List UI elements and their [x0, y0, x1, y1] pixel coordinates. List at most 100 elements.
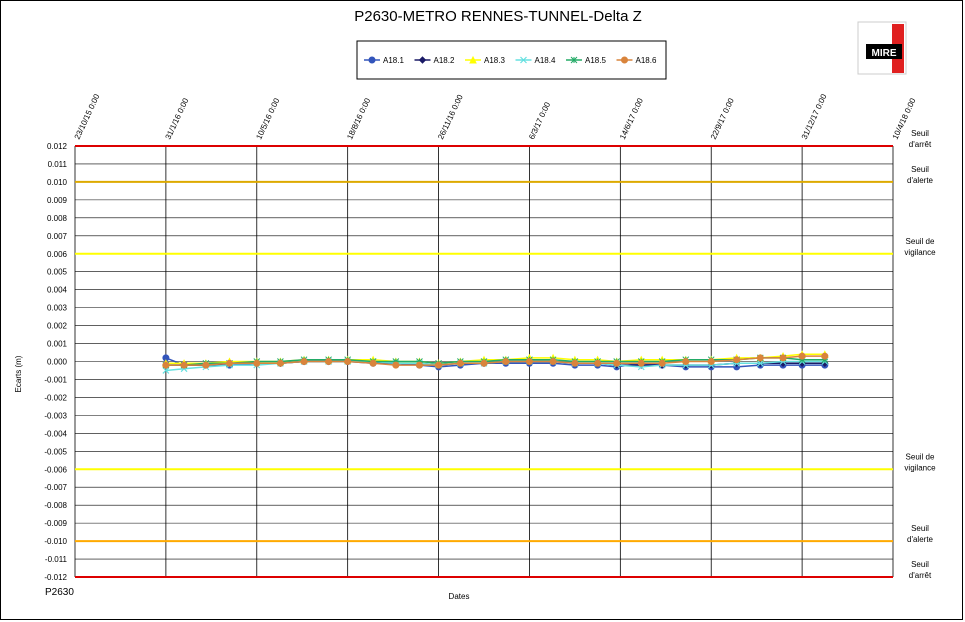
data-point [549, 358, 557, 365]
x-tick-label: 26/11/16 0:00 [436, 93, 465, 141]
y-tick-label: 0.004 [47, 286, 68, 295]
y-tick-label: 0.011 [48, 160, 68, 169]
legend-marker [520, 56, 527, 64]
legend-marker [469, 55, 477, 64]
y-tick-label: -0.008 [44, 501, 67, 510]
data-point [180, 361, 188, 369]
data-point [733, 356, 741, 364]
threshold-label-line: vigilance [904, 463, 936, 472]
y-tick-label: 0.000 [47, 358, 68, 367]
data-point [456, 359, 464, 367]
legend-marker [621, 56, 628, 64]
series-line [165, 355, 825, 366]
y-tick-label: -0.009 [44, 519, 67, 528]
threshold-label: Seuil d'arrêt [909, 129, 932, 149]
y-tick-label: -0.001 [44, 375, 67, 384]
y-tick-label: -0.002 [44, 393, 67, 402]
threshold-label: Seuil d'alerte [907, 524, 934, 544]
threshold-labels: Seuil d'arrêt Seuil d'alerte Seuil de vigilan… [904, 129, 936, 580]
data-point [821, 356, 829, 364]
y-axis-label: Ecarts (m) [14, 355, 23, 392]
threshold-label-line: d'alerte [907, 535, 934, 544]
data-point [300, 358, 308, 365]
data-point [480, 359, 488, 367]
data-point [571, 359, 579, 367]
legend-item: A18.4 [515, 56, 556, 65]
data-point [613, 359, 621, 367]
data-point [392, 358, 400, 365]
legend-label: A18.4 [535, 56, 556, 65]
data-point [821, 352, 829, 360]
legend-item: A18.2 [414, 56, 455, 65]
legend-marker [368, 56, 376, 64]
legend-item: A18.5 [566, 56, 606, 65]
legend-marker [570, 56, 578, 64]
y-tick-label: -0.005 [44, 447, 67, 456]
threshold-label: Seuil d'alerte [907, 165, 934, 185]
x-tick-label: 18/8/16 0:00 [345, 96, 372, 141]
threshold-label-line: vigilance [904, 248, 936, 257]
y-tick-label: -0.003 [44, 411, 67, 420]
legend-item: A18.6 [616, 56, 657, 65]
series-A18.6 [162, 352, 829, 369]
y-tick-label: -0.006 [44, 465, 67, 474]
data-point [416, 358, 423, 365]
legend-label: A18.2 [434, 56, 455, 65]
mire-logo: MIRE [857, 21, 907, 75]
data-point [325, 358, 333, 365]
x-axis-label: Dates [449, 592, 470, 601]
data-point [779, 354, 787, 362]
threshold-label-line: Seuil [911, 524, 929, 533]
logo-black-band [866, 44, 902, 59]
data-point [369, 359, 377, 367]
data-point [637, 359, 645, 367]
legend: A18.1 A18.2 A18.3 A18.4 A18.5 A18.6 [356, 40, 667, 80]
y-tick-label: 0.008 [47, 214, 68, 223]
x-tick-label: 6/3/17 0:00 [527, 100, 552, 141]
legend-box [356, 40, 667, 80]
data-point [798, 352, 806, 360]
threshold-label-line: Seuil de [906, 237, 935, 246]
legend-label: A18.1 [383, 56, 404, 65]
legend-label: A18.3 [484, 56, 505, 65]
series-line [165, 357, 825, 366]
threshold-label-line: Seuil [911, 165, 929, 174]
y-tick-label: -0.011 [45, 555, 68, 564]
threshold-label: Seuil de vigilance [904, 452, 936, 472]
logo-text: MIRE [872, 48, 897, 59]
y-tick-label: -0.004 [44, 429, 67, 438]
data-point [707, 358, 715, 365]
data-point [162, 367, 170, 374]
threshold-label-line: Seuil de [906, 452, 935, 461]
data-point [344, 358, 352, 365]
threshold-lines [75, 145, 893, 578]
data-point [682, 358, 690, 365]
threshold-label-line: d'arrêt [909, 140, 932, 149]
y-tick-labels: 0.012 0.011 0.010 0.009 0.008 0.007 0.006 0.005… [44, 142, 67, 582]
y-tick-label: 0.001 [47, 340, 68, 349]
y-tick-label: 0.010 [47, 178, 68, 187]
data-point [202, 361, 210, 369]
data-point [276, 359, 284, 367]
x-tick-label: 31/1/16 0:00 [164, 96, 191, 141]
y-tick-label: 0.003 [47, 304, 68, 313]
threshold-label-line: Seuil [911, 129, 929, 138]
reference-code: P2630 [45, 587, 74, 598]
data-point [162, 361, 170, 369]
y-tick-label: 0.012 [47, 142, 68, 151]
threshold-label: Seuil d'arrêt [909, 560, 932, 580]
x-tick-label: 31/12/17 0:00 [800, 92, 829, 141]
y-tick-label: 0.009 [47, 196, 68, 205]
legend-item: A18.3 [465, 55, 505, 65]
x-tick-label: 10/5/16 0:00 [254, 96, 281, 141]
y-tick-label: -0.007 [44, 483, 67, 492]
x-tick-label: 23/10/15 0:00 [73, 92, 102, 141]
data-point [658, 359, 666, 367]
data-point [435, 361, 443, 369]
data-point [392, 361, 400, 369]
y-tick-label: 0.006 [47, 250, 68, 259]
y-tick-label: -0.010 [44, 537, 67, 546]
data-point [798, 356, 806, 364]
